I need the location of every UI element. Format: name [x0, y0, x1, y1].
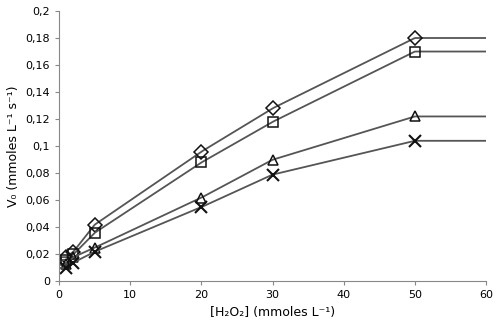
- Y-axis label: V₀ (mmoles L⁻¹ s⁻¹): V₀ (mmoles L⁻¹ s⁻¹): [7, 85, 20, 207]
- X-axis label: [H₂O₂] (mmoles L⁻¹): [H₂O₂] (mmoles L⁻¹): [210, 306, 335, 319]
